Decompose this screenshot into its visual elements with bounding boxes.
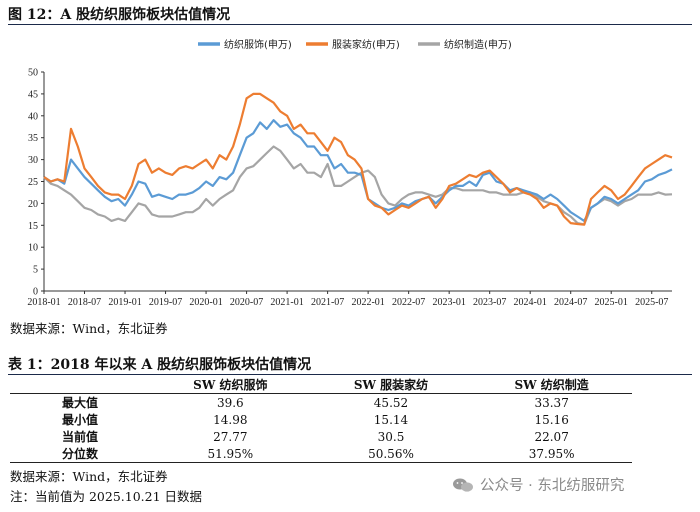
- x-tick-label: 2018-01: [27, 297, 60, 308]
- x-tick-label: 2023-01: [432, 297, 465, 308]
- row-header: 最大值: [61, 396, 98, 410]
- x-tick-label: 2025-01: [595, 297, 628, 308]
- table-title: 表 1：2018 年以来 A 股纺织服饰板块估值情况: [8, 357, 312, 373]
- y-tick-label: 20: [28, 199, 38, 210]
- table-cell: 33.37: [534, 395, 569, 410]
- x-tick-label: 2025-07: [635, 297, 668, 308]
- table-cell: 15.14: [373, 412, 409, 427]
- series-line-3: [43, 145, 673, 226]
- x-tick-label: 2020-01: [189, 297, 222, 308]
- row-header: 当前值: [61, 430, 98, 444]
- watermark-text: 公众号 · 东北纺服研究: [480, 478, 625, 494]
- x-tick-label: 2019-01: [108, 297, 141, 308]
- y-tick-label: 0: [33, 287, 38, 298]
- series-line-1: [43, 119, 673, 222]
- table-header-cell: SW 纺织制造: [471, 376, 632, 394]
- table-cell: 45.52: [373, 395, 409, 410]
- x-tick-label: 2024-07: [554, 297, 587, 308]
- x-tick-label: 2023-07: [473, 297, 506, 308]
- y-tick-label: 5: [33, 265, 38, 276]
- table-cell: 39.6: [216, 395, 244, 410]
- figure-title: 图 12：A 股纺织服饰板块估值情况: [8, 7, 231, 23]
- x-tick-label: 2019-07: [149, 297, 182, 308]
- table-source: 数据来源：Wind，东北证券: [10, 469, 168, 484]
- valuation-line-chart: 0 5 10 15 20 25 30 35 40 45 50 2018-01 2018-07 2019-0…: [27, 38, 673, 308]
- x-tick-label: 2022-01: [351, 297, 384, 308]
- y-tick-label: 50: [28, 68, 38, 79]
- figure-source: 数据来源：Wind，东北证券: [10, 321, 168, 336]
- row-header: 最小值: [61, 413, 98, 427]
- y-tick-label: 35: [28, 133, 38, 144]
- table-cell: 27.77: [213, 429, 248, 444]
- x-tick-label: 2018-07: [68, 297, 101, 308]
- x-tick-label: 2021-01: [270, 297, 303, 308]
- table-cell: 14.98: [213, 412, 248, 427]
- row-header: 分位数: [10, 445, 150, 463]
- y-tick-label: 10: [28, 243, 38, 254]
- table-cell: 30.5: [377, 429, 405, 444]
- table-title-divider: [8, 374, 692, 375]
- legend-label: 纺织服饰(申万): [224, 38, 292, 51]
- x-tick-label: 2020-07: [230, 297, 263, 308]
- table-row: 当前值 27.77 30.5 22.07: [10, 428, 632, 445]
- table-row: 最小值 14.98 15.14 15.16: [10, 411, 632, 428]
- table-cell: 37.95%: [471, 445, 632, 463]
- table-row: 最大值 39.6 45.52 33.37: [10, 394, 632, 412]
- table-header-row: SW 纺织服饰 SW 服装家纺 SW 纺织制造: [10, 376, 632, 394]
- table-header-cell: SW 服装家纺: [310, 376, 472, 394]
- table-cell: 51.95%: [150, 445, 311, 463]
- table-cell: 50.56%: [310, 445, 472, 463]
- legend-label: 纺织制造(申万): [444, 38, 512, 51]
- title-divider: [8, 24, 692, 25]
- legend-label: 服装家纺(申万): [332, 38, 400, 51]
- y-tick-label: 30: [28, 155, 38, 166]
- wechat-icon: [453, 478, 473, 492]
- table-cell: 15.16: [534, 412, 569, 427]
- valuation-table: SW 纺织服饰 SW 服装家纺 SW 纺织制造 最大值 39.6 45.52 3…: [10, 376, 632, 463]
- table-header-cell: [10, 376, 150, 394]
- y-tick-label: 45: [28, 89, 38, 100]
- x-tick-label: 2024-01: [514, 297, 547, 308]
- y-tick-label: 15: [28, 221, 38, 232]
- x-tick-label: 2022-07: [392, 297, 425, 308]
- y-tick-label: 40: [28, 111, 38, 122]
- table-header-cell: SW 纺织服饰: [150, 376, 311, 394]
- x-tick-label: 2021-07: [311, 297, 344, 308]
- table-row: 分位数 51.95% 50.56% 37.95%: [10, 445, 632, 463]
- table-note: 注：当前值为 2025.10.21 日数据: [10, 489, 203, 504]
- watermark: 公众号 · 东北纺服研究: [452, 474, 624, 495]
- y-tick-label: 25: [28, 177, 38, 188]
- series-line-2: [43, 92, 673, 226]
- table-cell: 22.07: [534, 429, 569, 444]
